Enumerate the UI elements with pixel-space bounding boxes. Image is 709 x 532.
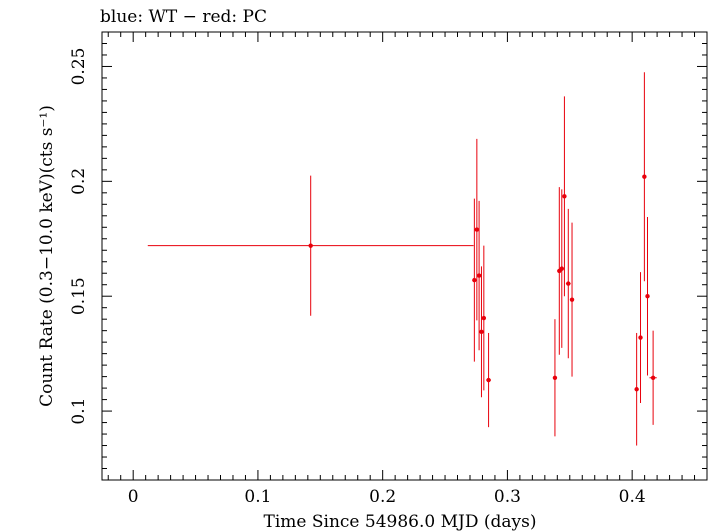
y-axis-label: Count Rate (0.3−10.0 keV)(cts s⁻¹): [37, 105, 57, 407]
point-marker: [634, 387, 639, 392]
chart-title: blue: WT − red: PC: [100, 7, 267, 27]
data-point: [559, 189, 564, 348]
y-tick-label: 0.1: [69, 398, 89, 425]
x-tick-label: 0: [128, 487, 139, 507]
data-point: [557, 187, 562, 355]
data-point: [649, 330, 657, 425]
point-marker: [569, 297, 575, 302]
point-marker: [642, 174, 647, 179]
point-marker: [552, 375, 558, 380]
x-tick-label: 0.1: [244, 487, 271, 507]
point-marker: [476, 273, 482, 278]
data-point: [562, 96, 567, 297]
x-tick-label: 0.3: [494, 487, 521, 507]
plot-frame: [101, 31, 708, 481]
point-marker: [559, 266, 564, 271]
point-marker: [308, 243, 313, 248]
point-marker: [486, 377, 491, 383]
series-pc: [147, 72, 657, 446]
y-axis: 0.1 0.15 0.2 0.25: [69, 31, 707, 481]
point-marker: [481, 315, 487, 321]
point-marker: [638, 335, 643, 340]
x-tick-label: 0.2: [369, 487, 396, 507]
data-point: [645, 216, 650, 376]
point-marker: [479, 329, 484, 335]
data-point: [147, 175, 474, 316]
data-point: [472, 198, 477, 362]
data-point: [479, 266, 484, 398]
point-marker: [645, 294, 650, 299]
point-marker: [650, 375, 656, 380]
x-axis: 0 0.1 0.2 0.3 0.4: [107, 32, 708, 507]
point-marker: [562, 194, 567, 199]
point-marker: [566, 281, 571, 286]
data-point: [565, 208, 571, 359]
x-tick-label: 0.4: [619, 487, 646, 507]
y-tick-label: 0.2: [69, 168, 89, 195]
data-point: [634, 332, 639, 446]
data-series: [147, 72, 657, 446]
data-point: [486, 332, 491, 428]
point-marker: [474, 227, 480, 232]
data-point: [476, 200, 482, 351]
x-axis-label: Time Since 54986.0 MJD (days): [264, 512, 537, 532]
data-point: [481, 245, 487, 391]
point-marker: [472, 277, 477, 283]
data-point: [474, 138, 480, 321]
data-point: [642, 72, 647, 282]
data-point: [569, 222, 575, 377]
data-point: [638, 272, 643, 404]
data-point: [552, 319, 558, 437]
y-tick-label: 0.25: [69, 48, 89, 86]
y-tick-label: 0.15: [69, 277, 89, 315]
